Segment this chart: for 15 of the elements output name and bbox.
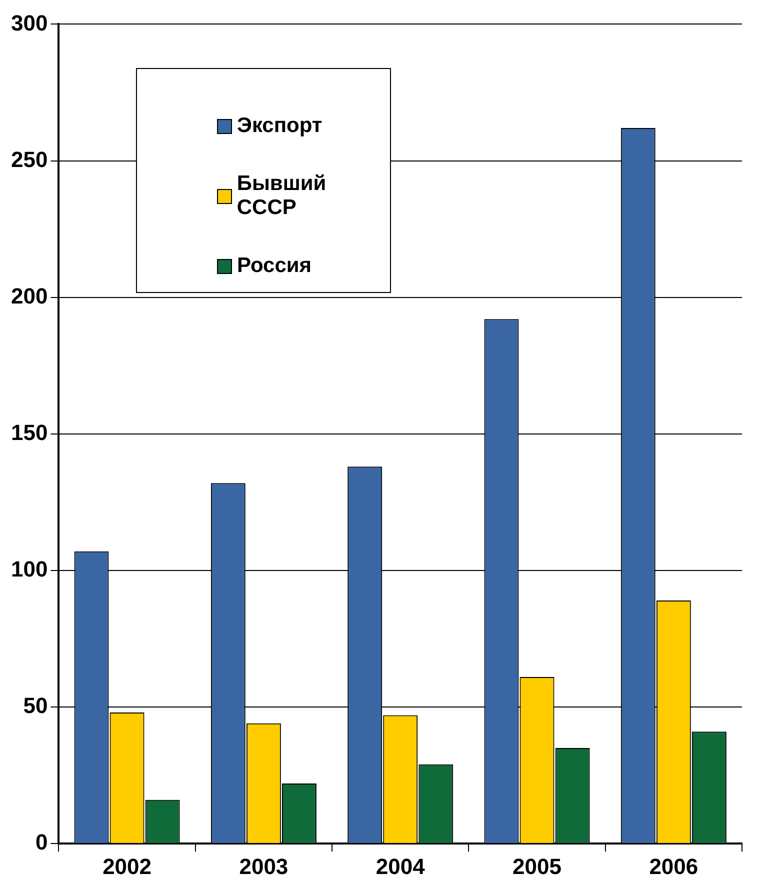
legend-label: Бывший СССР (236, 172, 328, 220)
x-tick-label: 2002 (102, 854, 152, 879)
x-tick-label: 2003 (239, 854, 288, 879)
y-tick-label: 150 (10, 420, 48, 445)
x-tick-label: 2006 (649, 854, 698, 879)
y-tick-label: 250 (10, 146, 48, 172)
x-tick-label: 2004 (376, 854, 426, 879)
y-tick-label: 100 (10, 556, 48, 582)
y-tick-label: 200 (10, 283, 48, 308)
x-tick-label: 2005 (512, 854, 562, 879)
legend-label: Россия (237, 254, 312, 278)
y-tick-label: 300 (10, 10, 48, 36)
y-tick-label: 0 (35, 830, 48, 855)
legend-label: Экспорт (237, 114, 322, 138)
y-tick-label: 50 (23, 693, 48, 718)
